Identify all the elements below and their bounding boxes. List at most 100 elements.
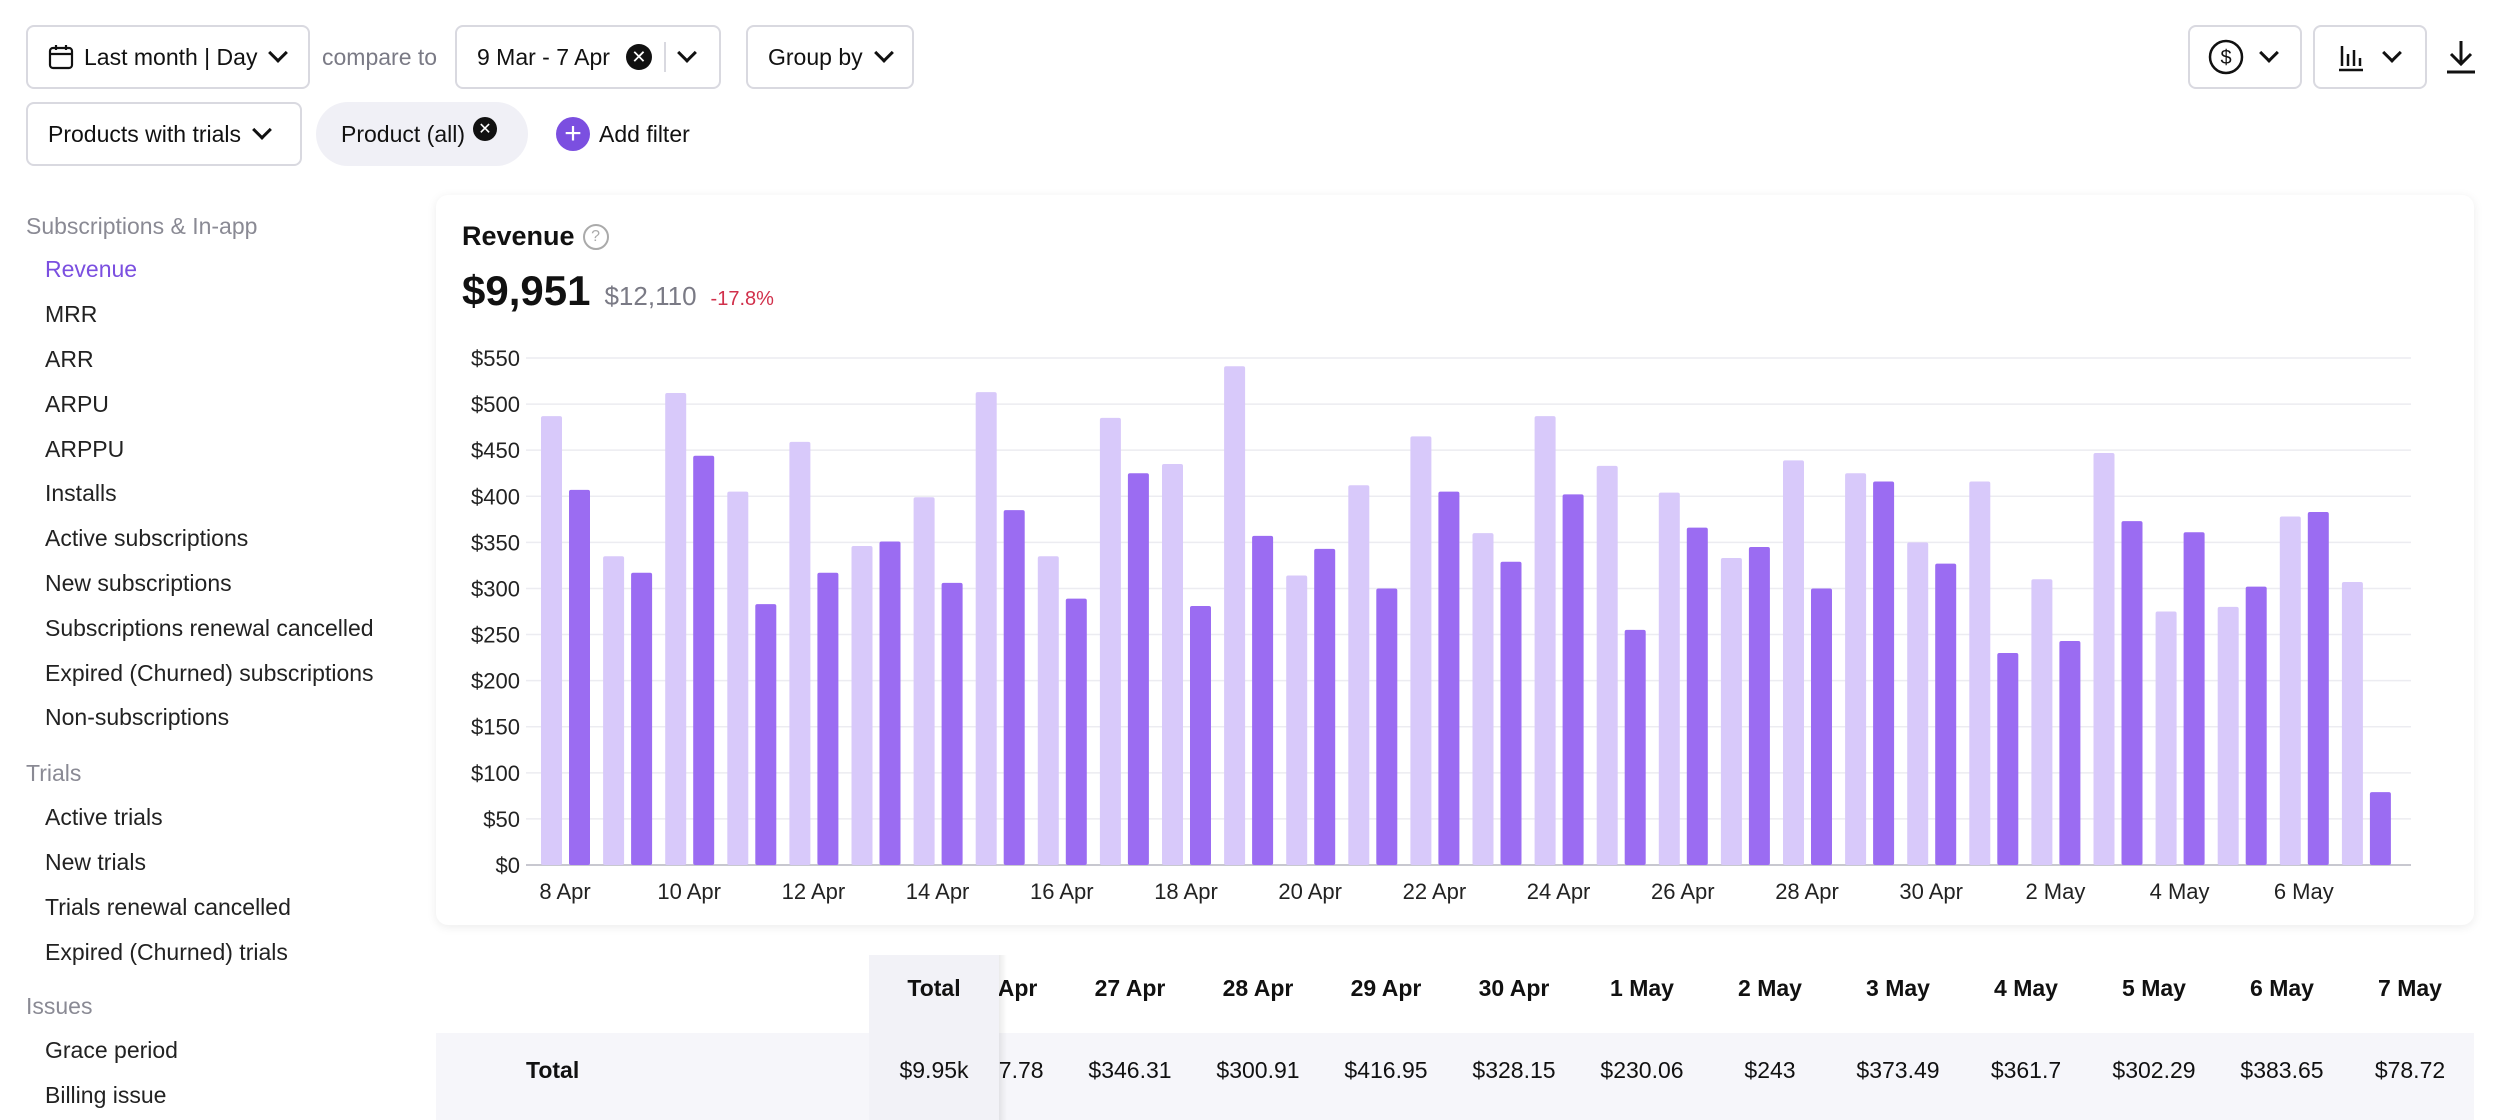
x-tick-label: 26 Apr [1651, 879, 1715, 904]
group-by-label: Group by [768, 43, 863, 70]
bar-current-period [1438, 491, 1460, 865]
table-cell: $243 [1744, 1057, 1796, 1083]
sidebar-item-arppu[interactable]: ARPPU [45, 436, 125, 462]
total-header: Total [907, 975, 961, 1001]
sidebar-item-active-trials[interactable]: Active trials [45, 804, 163, 830]
y-tick-label: $250 [471, 623, 520, 648]
currency-dropdown[interactable]: $ [2188, 25, 2302, 89]
bar-current-period [2059, 640, 2081, 865]
bar-current-period [1252, 535, 1274, 865]
bar-current-period [1190, 605, 1211, 865]
bar-previous-period [2155, 611, 2177, 865]
bar-current-period [1003, 510, 1025, 865]
revenue-value: $9,951 [462, 267, 591, 314]
download-icon[interactable] [2444, 39, 2478, 75]
sidebar-item-revenue[interactable]: Revenue [45, 256, 138, 282]
table-cell: $230.06 [1600, 1057, 1684, 1083]
table-column-header: 28 Apr [1222, 975, 1294, 1001]
calendar-icon [48, 45, 74, 70]
bar-previous-period [1907, 542, 1929, 865]
y-tick-label: $150 [471, 715, 520, 740]
bar-current-period [1624, 629, 1646, 865]
remove-chip-icon[interactable]: ✕ [472, 117, 497, 141]
sidebar-item-subscriptions-renewal-cancelled[interactable]: Subscriptions renewal cancelled [45, 615, 374, 641]
bar-previous-period [789, 441, 811, 865]
bar-current-period [2307, 511, 2329, 865]
x-tick-label: 6 May [2274, 879, 2334, 904]
products-dropdown[interactable]: Products with trials [26, 102, 302, 166]
period-dropdown[interactable]: Last month | Day [26, 25, 310, 89]
sidebar-item-new-subscriptions[interactable]: New subscriptions [45, 570, 232, 596]
sidebar-item-mrr[interactable]: MRR [45, 301, 98, 327]
chevron-down-icon[interactable] [677, 43, 697, 63]
revenue-change: -17.8% [710, 288, 774, 310]
add-filter-label: Add filter [599, 120, 690, 147]
bar-previous-period [2279, 516, 2301, 865]
bar-previous-period [1348, 485, 1370, 865]
x-tick-label: 12 Apr [782, 879, 846, 904]
sidebar-item-expired-trials[interactable]: Expired (Churned) trials [45, 939, 288, 965]
revenue-compare-value: $12,110 [604, 281, 697, 311]
table-column-header: 30 Apr [1478, 975, 1550, 1001]
dollar-circle-icon: $ [2208, 39, 2244, 75]
sidebar-item-arpu[interactable]: ARPU [45, 391, 109, 417]
sidebar-item-non-subscriptions[interactable]: Non-subscriptions [45, 704, 230, 730]
sticky-column-shadow [999, 955, 1007, 1120]
table-cell: $361.7 [1990, 1057, 2062, 1083]
y-tick-label: $0 [496, 853, 520, 878]
y-tick-label: $100 [471, 761, 520, 786]
card-title-text: Revenue [462, 221, 575, 251]
bar-current-period [1686, 527, 1708, 865]
table-cell: $78.72 [2374, 1057, 2446, 1083]
card-title: Revenue ? [462, 221, 609, 252]
table-cell: $383.65 [2240, 1057, 2324, 1083]
x-tick-label: 10 Apr [657, 879, 721, 904]
group-by-dropdown[interactable]: Group by [746, 25, 914, 89]
sidebar-item-trials-renewal-cancelled[interactable]: Trials renewal cancelled [45, 894, 291, 920]
x-tick-label: 30 Apr [1899, 879, 1963, 904]
bar-previous-period [1534, 416, 1556, 865]
sidebar-item-installs[interactable]: Installs [45, 480, 117, 506]
bar-current-period [1562, 494, 1584, 865]
bar-previous-period [1286, 575, 1308, 865]
sidebar-item-new-trials[interactable]: New trials [45, 849, 146, 875]
table-row-background [436, 1033, 2474, 1120]
bar-current-period [755, 604, 777, 865]
table-column-header: 29 Apr [1350, 975, 1422, 1001]
add-filter-button[interactable]: + Add filter [556, 116, 690, 152]
sidebar-item-billing-issue[interactable]: Billing issue [45, 1082, 167, 1108]
sidebar-item-arr[interactable]: ARR [45, 346, 94, 372]
bar-previous-period [1410, 436, 1432, 865]
bar-previous-period [2093, 452, 2115, 865]
bar-current-period [1935, 563, 1957, 865]
bar-previous-period [1658, 492, 1680, 865]
svg-text:$: $ [2220, 47, 2231, 69]
bar-current-period [1376, 588, 1398, 865]
bar-current-period [2121, 521, 2143, 865]
table-column-header: 3 May [1866, 975, 1930, 1001]
x-tick-label: 8 Apr [539, 879, 590, 904]
sidebar-item-grace-period[interactable]: Grace period [45, 1037, 178, 1063]
compare-range-label: 9 Mar - 7 Apr [477, 43, 610, 70]
y-tick-label: $550 [471, 346, 520, 371]
product-filter-chip[interactable]: Product (all) ✕ [316, 102, 528, 166]
table-cell: $328.15 [1472, 1057, 1556, 1083]
clear-compare-icon[interactable]: ✕ [625, 44, 652, 70]
period-label: Last month | Day [84, 43, 258, 70]
bar-current-period [1314, 548, 1336, 865]
table-cell: $373.49 [1856, 1057, 1940, 1083]
sidebar-item-expired-subscriptions[interactable]: Expired (Churned) subscriptions [45, 660, 374, 686]
sidebar-item-active-subscriptions[interactable]: Active subscriptions [45, 525, 249, 551]
bar-previous-period [1969, 481, 1991, 865]
table-column-header: 1 May [1610, 975, 1674, 1001]
card-values: $9,951 $12,110 -17.8% [462, 267, 774, 315]
bar-previous-period [1783, 460, 1804, 865]
help-icon[interactable]: ? [582, 223, 609, 250]
chart-type-dropdown[interactable] [2313, 25, 2427, 89]
bar-chart-icon [2339, 46, 2363, 72]
x-tick-label: 22 Apr [1403, 879, 1467, 904]
x-tick-label: 18 Apr [1154, 879, 1218, 904]
x-tick-label: 4 May [2150, 879, 2210, 904]
compare-range-dropdown[interactable]: 9 Mar - 7 Apr ✕ [455, 25, 721, 89]
